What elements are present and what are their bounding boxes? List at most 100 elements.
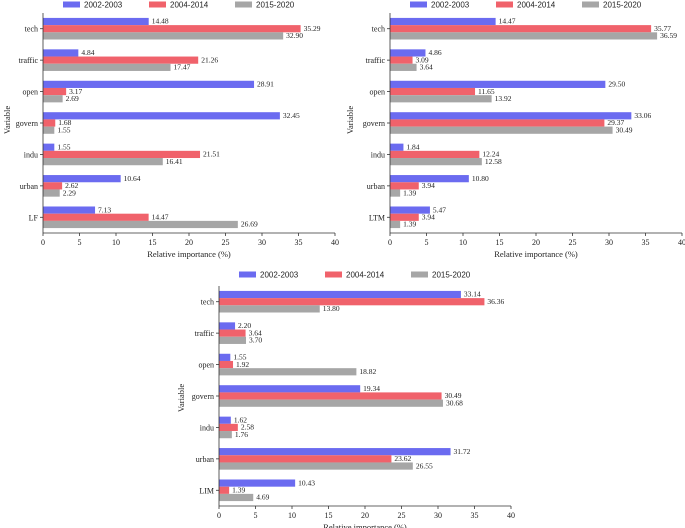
data-label: 1.39 — [232, 485, 245, 494]
y-tick-label: LF — [29, 213, 39, 222]
data-label: 32.90 — [286, 31, 303, 40]
x-axis-title: Relative importance (%) — [147, 249, 231, 259]
x-tick-label: 5 — [425, 238, 429, 247]
x-tick-label: 40 — [331, 238, 339, 247]
data-label: 30.49 — [445, 391, 462, 400]
x-tick-label: 5 — [78, 238, 82, 247]
x-tick-label: 20 — [185, 238, 193, 247]
data-label: 2.69 — [66, 94, 79, 103]
data-label: 36.59 — [660, 31, 677, 40]
bar-traffic-2002-2003 — [219, 322, 236, 330]
bar-LTM-2002-2003 — [390, 206, 430, 214]
data-label: 32.45 — [283, 111, 300, 120]
y-axis-title: Variable — [176, 384, 186, 413]
legend-swatch-2015-2020 — [411, 271, 428, 278]
data-label: 1.39 — [403, 220, 416, 229]
data-label: 5.47 — [433, 205, 446, 214]
legend-label: 2002-2003 — [431, 1, 470, 10]
data-label: 30.49 — [616, 125, 633, 134]
y-tick-label: LTM — [369, 213, 385, 222]
bar-traffic-2015-2020 — [43, 63, 171, 71]
bar-tech-2002-2003 — [390, 17, 496, 26]
bar-tech-2004-2014 — [390, 25, 652, 33]
data-label: 36.36 — [487, 297, 504, 306]
bar-tech-2004-2014 — [43, 25, 301, 33]
data-label: 19.34 — [363, 384, 380, 393]
x-tick-label: 20 — [532, 238, 540, 247]
bar-LIM-2002-2003 — [219, 479, 296, 487]
bar-open-2015-2020 — [390, 95, 492, 103]
y-tick-label: tech — [372, 25, 385, 34]
y-tick-label: govern — [16, 119, 38, 128]
data-label: 14.47 — [152, 212, 169, 221]
x-tick-label: 20 — [361, 511, 369, 520]
bar-tech-2015-2020 — [43, 32, 284, 40]
x-tick-label: 40 — [678, 238, 685, 247]
legend-swatch-2002-2003 — [63, 1, 80, 8]
data-label: 18.82 — [359, 367, 376, 376]
data-label: 2.62 — [65, 181, 78, 190]
data-label: 1.55 — [57, 125, 70, 134]
bar-indu-2004-2014 — [43, 150, 201, 159]
bar-govern-2015-2020 — [219, 399, 443, 407]
bar-urban-2002-2003 — [43, 175, 121, 183]
data-label: 21.51 — [203, 150, 220, 159]
legend-swatch-2002-2003 — [410, 1, 427, 8]
x-axis-title: Relative importance (%) — [323, 522, 407, 528]
bar-open-2004-2014 — [390, 87, 476, 96]
x-tick-label: 5 — [254, 511, 258, 520]
bar-govern-2015-2020 — [43, 126, 55, 134]
data-label: 1.39 — [403, 188, 416, 197]
bar-govern-2004-2014 — [219, 392, 442, 400]
y-tick-label: traffic — [366, 56, 386, 65]
data-label: 14.48 — [152, 17, 169, 26]
data-label: 10.43 — [298, 478, 315, 487]
data-label: 7.13 — [98, 205, 111, 214]
data-label: 1.84 — [406, 142, 419, 151]
legend-label: 2015-2020 — [256, 1, 295, 10]
y-tick-label: indu — [24, 150, 38, 159]
bar-open-2004-2014 — [43, 87, 67, 96]
data-label: 29.50 — [608, 80, 625, 89]
bar-urban-2015-2020 — [43, 189, 60, 197]
data-label: 1.92 — [236, 360, 249, 369]
bar-govern-2004-2014 — [43, 119, 56, 127]
bar-open-2015-2020 — [43, 95, 63, 103]
y-tick-label: traffic — [19, 56, 39, 65]
bar-tech-2002-2003 — [219, 290, 461, 299]
data-label: 4.84 — [81, 48, 94, 57]
y-tick-label: traffic — [195, 329, 215, 338]
bar-govern-2002-2003 — [43, 112, 280, 120]
bar-indu-2015-2020 — [43, 158, 163, 166]
x-tick-label: 40 — [507, 511, 515, 520]
data-label: 28.91 — [257, 80, 274, 89]
legend-label: 2004-2014 — [517, 1, 556, 10]
y-tick-label: govern — [363, 119, 385, 128]
legend-swatch-2015-2020 — [235, 1, 252, 8]
data-label: 3.64 — [420, 63, 433, 72]
y-tick-label: urban — [367, 182, 385, 191]
x-tick-label: 0 — [388, 238, 392, 247]
x-tick-label: 15 — [149, 238, 157, 247]
bar-LIM-2004-2014 — [219, 486, 230, 494]
data-label: 12.24 — [482, 150, 499, 159]
x-tick-label: 10 — [288, 511, 296, 520]
x-tick-label: 15 — [496, 238, 504, 247]
bar-traffic-2015-2020 — [390, 63, 417, 71]
chart-top-right: 2002-2003 2004-2014 2015-2020 14.47 35.7736.… — [345, 1, 685, 260]
legend-swatch-2015-2020 — [582, 1, 599, 8]
data-label: 29.37 — [607, 118, 624, 127]
chart-bottom-center: 2002-2003 2004-2014 2015-2020 33.14 36.36 13.… — [176, 271, 515, 528]
data-label: 3.09 — [416, 55, 429, 64]
bar-indu-2004-2014 — [219, 423, 238, 432]
y-tick-label: open — [198, 361, 214, 370]
data-label: 3.94 — [422, 181, 435, 190]
x-tick-label: 35 — [642, 238, 650, 247]
data-label: 33.14 — [464, 290, 481, 299]
y-tick-label: LIM — [199, 486, 214, 495]
data-label: 35.77 — [654, 24, 671, 33]
bar-traffic-2004-2014 — [219, 329, 246, 337]
data-label: 14.47 — [499, 17, 516, 26]
bar-urban-2015-2020 — [390, 189, 401, 197]
legend-swatch-2004-2014 — [496, 1, 513, 8]
